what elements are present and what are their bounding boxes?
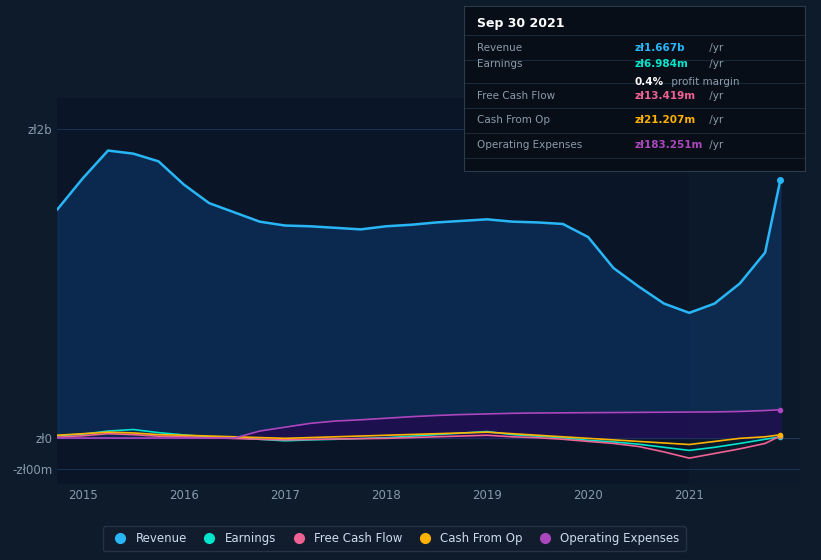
Text: zł21.207m: zł21.207m	[635, 115, 695, 125]
Text: Operating Expenses: Operating Expenses	[478, 140, 583, 150]
Text: profit margin: profit margin	[668, 77, 740, 87]
Text: /yr: /yr	[706, 59, 723, 69]
Text: zł6.984m: zł6.984m	[635, 59, 688, 69]
Text: Sep 30 2021: Sep 30 2021	[478, 17, 565, 30]
Text: /yr: /yr	[706, 91, 723, 101]
Bar	[690, 98, 821, 484]
Text: /yr: /yr	[706, 43, 723, 53]
Text: 0.4%: 0.4%	[635, 77, 663, 87]
Text: zł183.251m: zł183.251m	[635, 140, 703, 150]
Text: zł13.419m: zł13.419m	[635, 91, 695, 101]
Legend: Revenue, Earnings, Free Cash Flow, Cash From Op, Operating Expenses: Revenue, Earnings, Free Cash Flow, Cash …	[103, 526, 686, 551]
Text: Free Cash Flow: Free Cash Flow	[478, 91, 556, 101]
Text: Cash From Op: Cash From Op	[478, 115, 551, 125]
Text: zł1.667b: zł1.667b	[635, 43, 685, 53]
Text: /yr: /yr	[706, 115, 723, 125]
Text: /yr: /yr	[706, 140, 723, 150]
Text: Revenue: Revenue	[478, 43, 523, 53]
Text: Earnings: Earnings	[478, 59, 523, 69]
